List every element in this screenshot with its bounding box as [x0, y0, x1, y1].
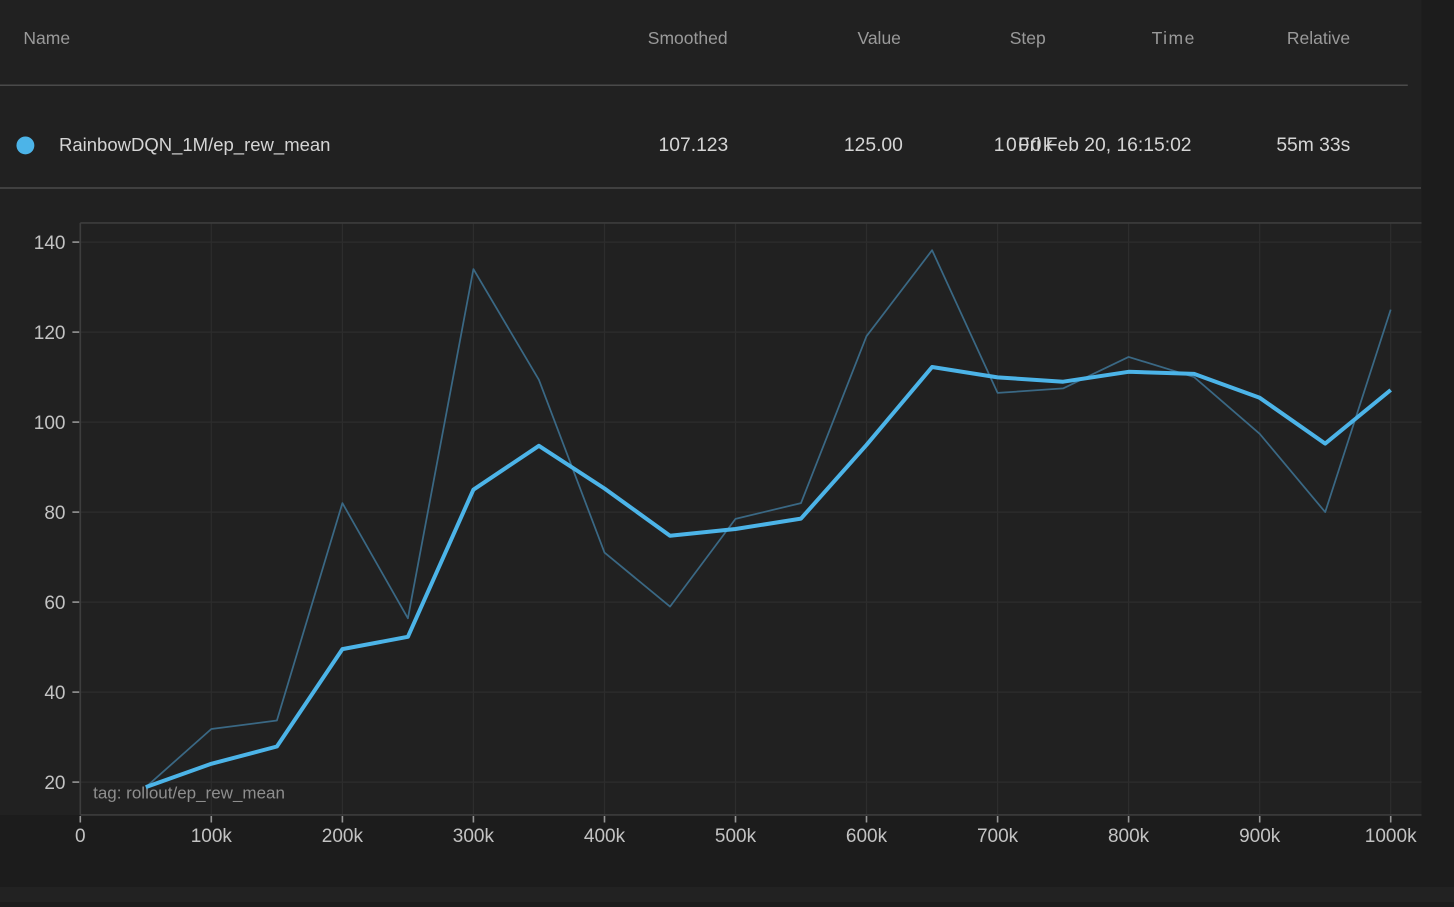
svg-text:800k: 800k	[1108, 826, 1150, 847]
svg-text:100k: 100k	[191, 826, 233, 847]
svg-text:900k: 900k	[1239, 826, 1281, 847]
svg-text:0: 0	[75, 826, 86, 847]
svg-text:700k: 700k	[977, 826, 1019, 847]
svg-text:80: 80	[44, 503, 65, 524]
svg-text:55m 33s: 55m 33s	[1276, 135, 1350, 156]
svg-text:Relative: Relative	[1287, 28, 1350, 48]
svg-text:Name: Name	[23, 28, 70, 48]
svg-text:1000k: 1000k	[1365, 826, 1417, 847]
svg-text:400k: 400k	[584, 826, 626, 847]
svg-text:60: 60	[44, 593, 65, 614]
svg-text:20: 20	[44, 773, 65, 794]
svg-text:Fri Feb 20, 16:15:02: Fri Feb 20, 16:15:02	[1018, 135, 1192, 156]
svg-text:600k: 600k	[846, 826, 888, 847]
svg-text:140: 140	[34, 233, 66, 254]
svg-text:tag: rollout/ep_rew_mean: tag: rollout/ep_rew_mean	[93, 783, 285, 802]
svg-text:107.123: 107.123	[659, 135, 729, 156]
svg-text:500k: 500k	[715, 826, 757, 847]
svg-text:Time: Time	[1152, 28, 1196, 48]
svg-text:RainbowDQN_1M/ep_rew_mean: RainbowDQN_1M/ep_rew_mean	[59, 134, 330, 156]
svg-text:100: 100	[34, 413, 66, 434]
svg-text:125.00: 125.00	[844, 135, 903, 156]
svg-text:Value: Value	[857, 28, 900, 48]
svg-text:120: 120	[34, 323, 66, 344]
svg-text:1000k: 1000k	[994, 135, 1055, 156]
svg-text:40: 40	[44, 683, 65, 704]
svg-text:Smoothed: Smoothed	[648, 28, 728, 48]
svg-text:300k: 300k	[453, 826, 495, 847]
svg-text:200k: 200k	[322, 826, 364, 847]
svg-text:Step: Step	[1010, 28, 1046, 48]
